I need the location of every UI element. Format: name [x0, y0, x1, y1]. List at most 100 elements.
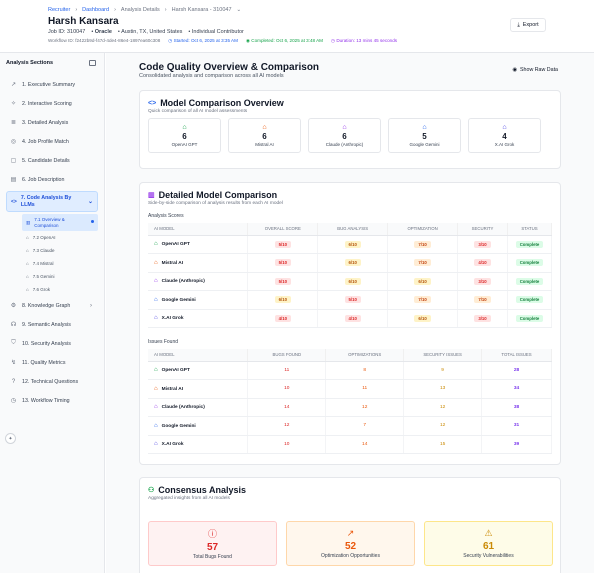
sub-item-label: 7.5 Gemini [32, 274, 55, 279]
status-badge: Complete [515, 277, 544, 285]
security-badge: 7/10 [474, 296, 491, 304]
status-badge: Complete [515, 296, 544, 304]
total-issues-cell: 28 [481, 361, 552, 380]
total-issues-cell: 39 [481, 435, 552, 454]
total-issues-cell: 34 [481, 379, 552, 399]
issues-table: AI Model Bugs Found Optimizations Security … [148, 349, 552, 454]
location: • Austin, TX, United States [117, 29, 183, 35]
sub-item-icon: ▥ [26, 219, 31, 225]
chevron-right-icon: › [114, 7, 116, 13]
sidebar-item-quality-metrics[interactable]: ↯ 11. Quality Metrics [0, 353, 104, 372]
sidebar-item-candidate-details[interactable]: ▢ 5. Candidate Details [0, 151, 104, 170]
bot-icon: ⌂ [154, 404, 158, 411]
model-card-google-gemini: ⌂ 5 Google Gemini [388, 118, 461, 153]
show-raw-data-button[interactable]: ◉ Show Raw Data [512, 67, 558, 73]
sidebar-item-semantic-analysis[interactable]: ☊ 9. Semantic Analysis [0, 315, 104, 334]
security-cell: 3/10 [457, 272, 508, 291]
sub-item-7-5-gemini[interactable]: ⌂ 7.5 Gemini [22, 270, 98, 283]
model-cell: ⌂ Mistral AI [148, 379, 249, 399]
sidebar-item-executive-summary[interactable]: ↗ 1. Executive Summary [0, 75, 104, 94]
optimization-badge: 6/10 [414, 277, 431, 285]
code-icon: <> [148, 99, 157, 107]
security-issues-cell: 12 [403, 416, 483, 436]
bot-icon: ⌂ [342, 124, 347, 131]
sidebar-item-security-analysis[interactable]: ⛉ 10. Security Analysis [0, 334, 104, 353]
nav-icon: ▤ [10, 177, 17, 183]
optimizations-cell: 14 [325, 435, 405, 454]
total-issues-cell: 38 [481, 398, 552, 417]
warning-icon: ⚠ [484, 528, 493, 538]
overall-score-badge: 5/10 [274, 240, 291, 248]
sidebar-item-code-analysis[interactable]: <> 7. Code Analysis By LLMs ⌄ [6, 191, 98, 212]
overall-score-badge: 5/10 [274, 277, 291, 285]
table-row: ⌂ Claude (Anthropic) 14 12 12 38 [148, 398, 552, 417]
sidebar-item-job-description[interactable]: ▤ 6. Job Description [0, 170, 104, 189]
sub-item-7-3-claude[interactable]: ⌂ 7.3 Claude [22, 244, 98, 257]
sidebar-item-label: 1. Executive Summary [22, 81, 75, 88]
sidebar-item-job-profile-match[interactable]: ◎ 4. Job Profile Match [0, 132, 104, 151]
model-comparison-subtitle: Quick comparison of all AI model assessm… [148, 109, 248, 114]
duration: ◷ Duration: 13 mins 45 seconds [331, 38, 398, 43]
scores-table: AI Model Overall Score Bug Analysis Optimiz… [148, 223, 553, 328]
column-header-security: Security [457, 223, 508, 236]
consensus-security-vulnerabilities: ⚠ 61 Security Vulnerabilities [424, 521, 553, 566]
nav-icon: ▢ [10, 158, 17, 164]
overall-score-badge: 6/10 [274, 296, 291, 304]
sub-item-7-4-mistral[interactable]: ⌂ 7.4 Mistral [22, 257, 98, 270]
bug-analysis-badge: 6/10 [344, 240, 361, 248]
sidebar-item-workflow-timing[interactable]: ◷ 13. Workflow Timing [0, 391, 104, 410]
chevron-down-icon[interactable]: ⌄ [236, 7, 242, 13]
table-row: ⌂ OpenAI GPT 11 8 9 28 [148, 361, 552, 380]
table-row: ⌂ OpenAI GPT 5/10 6/10 7/10 3/10 Complete [148, 235, 553, 254]
sub-item-label: 7.1 Overview & Comparison [34, 217, 65, 228]
optimization-badge: 6/10 [414, 314, 431, 322]
sub-item-label: 7.4 Mistral [32, 261, 54, 266]
job-id: Job ID: 310047 [48, 29, 86, 35]
sidebar-item-label: 5. Candidate Details [22, 157, 70, 164]
bug-analysis-cell: 6/10 [317, 253, 389, 273]
security-cell: 3/10 [457, 309, 508, 328]
security-cell: 3/10 [457, 235, 508, 254]
security-issues-cell: 9 [403, 361, 483, 380]
model-name: Claude (Anthropic) [325, 142, 364, 147]
breadcrumb-recruiter[interactable]: Recruiter [48, 7, 71, 13]
export-button[interactable]: ⤓ Export [510, 18, 546, 32]
bot-icon: ⌂ [182, 124, 187, 131]
alert-circle-icon: ⓘ [207, 529, 217, 539]
page-subtitle: Consolidated analysis and comparison acr… [139, 73, 284, 79]
bot-icon: ⌂ [154, 278, 158, 285]
sidebar-item-interactive-scoring[interactable]: ✧ 2. Interactive Scoring [0, 94, 104, 113]
status-badge: Complete [515, 314, 544, 322]
assistant-fab[interactable]: ✦ [5, 433, 16, 444]
sidebar-item-knowledge-graph[interactable]: ⚙ 8. Knowledge Graph › [0, 296, 104, 315]
model-name: Google Gemini [409, 142, 440, 147]
bug-analysis-badge: 6/10 [344, 259, 361, 267]
sidebar-item-label: 4. Job Profile Match [22, 138, 69, 145]
overall-score-cell: 5/10 [247, 235, 319, 254]
sidebar-header: Analysis Sections [0, 53, 104, 66]
bug-analysis-badge: 5/10 [344, 296, 361, 304]
sidebar-item-technical-questions[interactable]: ? 12. Technical Questions [0, 372, 104, 391]
nav-icon: ⚙ [10, 303, 17, 309]
detailed-comparison-card: ▥ Detailed Model Comparison Side-by-side … [139, 182, 561, 465]
table-row: ⌂ Claude (Anthropic) 5/10 6/10 6/10 3/10 Compl… [148, 272, 553, 291]
consensus-title: ⚇ Consensus Analysis [148, 485, 246, 495]
bugs-found-cell: 10 [247, 379, 327, 399]
breadcrumb-candidate: Harsh Kansara - 310047 [171, 7, 232, 13]
status-badge: Complete [515, 259, 544, 267]
table-row: ⌂ Google Gemini 6/10 5/10 7/10 7/10 Complete [148, 290, 553, 310]
consensus-card: ⚇ Consensus Analysis Aggregated insights … [139, 477, 561, 573]
consensus-optimization-opportunities: ↗ 52 Optimization Opportunities [286, 521, 415, 566]
sub-item-7-6-grok[interactable]: ⌂ 7.6 Grok [22, 283, 98, 296]
consensus-label: Total Bugs Found [193, 554, 232, 560]
model-comparison-title: <> Model Comparison Overview [148, 98, 284, 108]
sub-item-7-1-overview-comparison[interactable]: ▥ 7.1 Overview & Comparison [22, 214, 98, 231]
code-icon: <> [11, 198, 17, 205]
sub-item-7-2-openai[interactable]: ⌂ 7.2 OpenAI [22, 231, 98, 244]
breadcrumb-dashboard[interactable]: Dashboard [82, 7, 110, 13]
breadcrumb-analysis-details[interactable]: Analysis Details [120, 7, 160, 13]
main-content: Code Quality Overview & Comparison Conso… [106, 53, 594, 573]
collapse-sidebar-icon[interactable] [89, 60, 96, 66]
active-dot [91, 220, 94, 223]
sidebar-item-detailed-analysis[interactable]: ≣ 3. Detailed Analysis [0, 113, 104, 132]
